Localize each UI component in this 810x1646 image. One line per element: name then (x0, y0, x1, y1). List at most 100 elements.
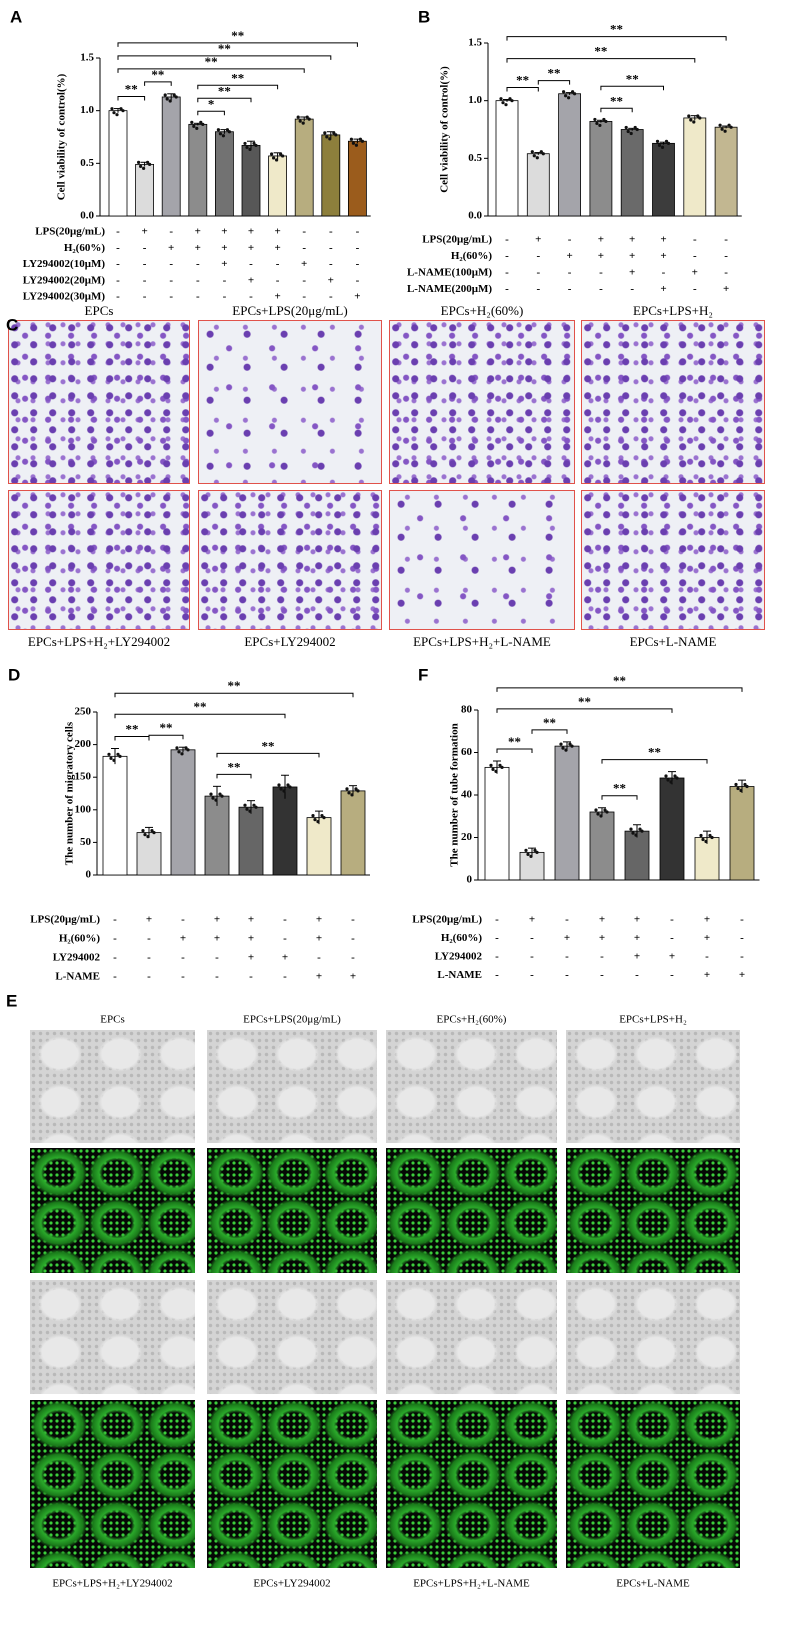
condition-sign: + (598, 250, 604, 262)
image-caption: EPCs+LY294002 (253, 1578, 330, 1590)
data-dot (508, 97, 512, 101)
y-tick-label: 100 (75, 803, 92, 815)
bar (659, 777, 685, 881)
data-dot (163, 93, 167, 97)
data-dot (532, 154, 536, 158)
condition-label: LY294002 (435, 951, 483, 963)
condition-sign: + (248, 933, 254, 945)
panel-label: B (418, 7, 430, 26)
condition-sign: + (221, 258, 227, 270)
condition-sign: - (169, 291, 173, 303)
data-dot (734, 782, 738, 787)
significance-label: ** (578, 694, 591, 709)
data-dot (199, 120, 203, 124)
data-dot (655, 139, 660, 143)
condition-sign: - (600, 951, 604, 963)
data-dot (687, 114, 691, 118)
bar (652, 142, 675, 217)
condition-sign: + (168, 242, 174, 254)
data-dot (696, 114, 700, 118)
significance-bracket (148, 734, 184, 740)
significance-label: ** (231, 28, 244, 43)
data-dot (142, 166, 146, 170)
data-dot (745, 784, 749, 789)
bar (188, 123, 208, 217)
condition-sign: + (301, 258, 307, 270)
y-tick-label: 1.0 (468, 94, 482, 106)
significance-bracket (197, 110, 225, 116)
condition-sign: - (351, 914, 355, 926)
data-dot (533, 848, 537, 852)
data-dot (356, 789, 360, 793)
micrograph (566, 1030, 740, 1143)
condition-sign: - (181, 952, 185, 964)
y-tick-label: 200 (75, 738, 92, 750)
condition-sign: + (535, 234, 541, 246)
data-dot (504, 103, 508, 107)
y-tick-label: 60 (461, 746, 473, 758)
significance-bracket (117, 96, 146, 101)
y-tick-label: 1.0 (80, 104, 94, 116)
image-caption: EPCs+LPS+H₂+L-NAME (413, 1578, 530, 1590)
condition-sign: + (723, 283, 729, 295)
significance-bracket (114, 736, 150, 741)
data-dot (184, 746, 188, 750)
data-dot (116, 752, 120, 756)
data-dot (254, 805, 258, 809)
condition-sign: - (568, 234, 572, 246)
condition-label: LY294002(30μM) (23, 291, 106, 303)
significance-label: ** (626, 71, 639, 86)
condition-sign: + (282, 952, 288, 964)
data-dot (567, 96, 571, 100)
condition-sign: + (566, 250, 572, 262)
condition-sign: - (116, 226, 120, 238)
micrograph (30, 1280, 195, 1394)
data-dot (218, 132, 222, 136)
significance-label: ** (160, 720, 173, 735)
condition-sign: - (693, 283, 697, 295)
condition-sign: - (536, 250, 540, 262)
data-dot (209, 792, 213, 796)
condition-sign: - (215, 952, 219, 964)
condition-sign: - (740, 932, 744, 944)
data-dot (633, 125, 637, 130)
condition-sign: - (351, 933, 355, 945)
condition-sign: - (276, 258, 280, 270)
significance-bracket (506, 36, 727, 41)
data-dot (541, 152, 545, 156)
data-dot (119, 107, 123, 111)
data-dot (524, 848, 528, 852)
data-dot (570, 744, 574, 748)
data-dot (110, 107, 114, 111)
data-dot (664, 139, 669, 143)
condition-sign: - (196, 291, 200, 303)
bar (214, 131, 234, 217)
data-dot (211, 796, 215, 800)
data-dot (243, 141, 247, 146)
micrograph (566, 1148, 740, 1273)
bar (683, 117, 707, 217)
condition-sign: + (248, 226, 254, 238)
significance-bracket (197, 84, 279, 90)
significance-label: ** (610, 93, 623, 108)
data-dot (624, 125, 628, 130)
data-dot (150, 829, 154, 833)
bar (340, 790, 366, 876)
significance-label: ** (218, 83, 231, 98)
micrograph (386, 1148, 557, 1273)
micrograph (207, 1280, 377, 1394)
significance-bracket (506, 87, 539, 92)
condition-sign: + (248, 274, 254, 286)
data-dot (559, 742, 563, 746)
significance-bracket (531, 729, 568, 734)
data-dot (270, 152, 274, 156)
significance-label: ** (648, 745, 661, 760)
significance-label: ** (231, 70, 244, 85)
y-tick-label: 80 (461, 704, 473, 716)
condition-sign: - (147, 952, 151, 964)
data-dot (571, 90, 575, 94)
data-dot (301, 121, 305, 125)
condition-sign: - (662, 267, 666, 279)
condition-sign: - (356, 242, 360, 254)
data-dot (334, 133, 338, 137)
